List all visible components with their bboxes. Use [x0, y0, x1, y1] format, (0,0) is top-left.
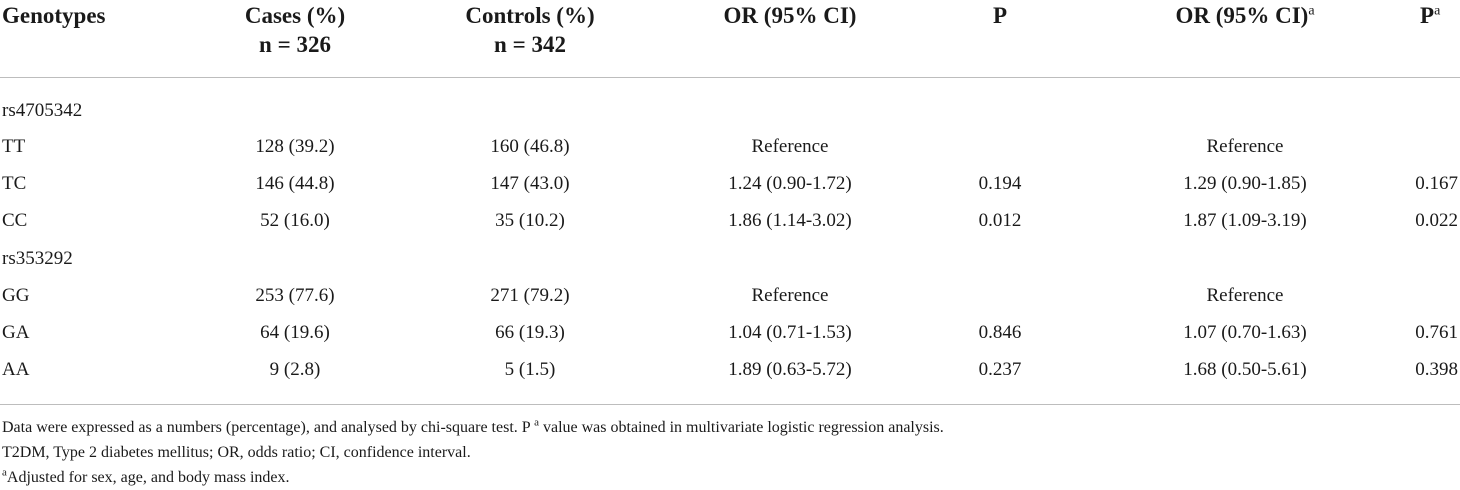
row-or-adjusted: 1.68 (0.50-5.61)	[1183, 359, 1307, 380]
row-cases: 64 (19.6)	[260, 322, 330, 343]
footnote-adjustment-text: Adjusted for sex, age, and body mass ind…	[6, 469, 290, 486]
row-or-adjusted: 1.29 (0.90-1.85)	[1183, 173, 1307, 194]
footnote-methods: Data were expressed as a numbers (percen…	[2, 416, 944, 438]
footnote-adjustment-sup: a	[2, 466, 7, 479]
row-genotype: TC	[2, 173, 27, 194]
row-genotype: AA	[2, 359, 30, 380]
footnote-adjustment: aAdjusted for sex, age, and body mass in…	[2, 466, 290, 488]
header-cases-label: Cases (%)	[244, 3, 346, 28]
footnote-methods-text-2: value was obtained in multivariate logis…	[542, 419, 944, 436]
row-genotype: GA	[2, 322, 30, 343]
header-cases: Cases (%) n = 326	[195, 1, 395, 59]
header-p: P	[992, 3, 1008, 28]
row-controls: 35 (10.2)	[495, 210, 565, 231]
row-or: 1.04 (0.71-1.53)	[728, 322, 852, 343]
header-cases-n: n = 326	[259, 32, 331, 57]
row-controls: 147 (43.0)	[490, 173, 570, 194]
row-or: Reference	[751, 285, 829, 306]
row-or-adjusted: 1.07 (0.70-1.63)	[1183, 322, 1307, 343]
row-controls: 271 (79.2)	[490, 285, 570, 306]
row-cases: 146 (44.8)	[255, 173, 335, 194]
row-p-adjusted: 0.761	[1415, 322, 1458, 343]
row-p-adjusted: 0.022	[1415, 210, 1458, 231]
row-or: 1.24 (0.90-1.72)	[728, 173, 852, 194]
row-controls: 5 (1.5)	[504, 359, 556, 380]
header-controls: Controls (%) n = 342	[400, 1, 660, 59]
row-p-adjusted: 0.398	[1415, 359, 1458, 380]
header-or: OR (95% CI)	[723, 3, 857, 28]
row-or: 1.86 (1.14-3.02)	[728, 210, 852, 231]
footer-rule	[0, 404, 1460, 405]
row-p-adjusted: 0.167	[1415, 173, 1458, 194]
header-or-adjusted: OR (95% CI)a	[1175, 3, 1315, 28]
group-label: rs4705342	[2, 100, 83, 121]
row-or: 1.89 (0.63-5.72)	[728, 359, 852, 380]
row-p: 0.237	[978, 359, 1022, 380]
header-genotypes: Genotypes	[2, 3, 106, 28]
row-controls: 66 (19.3)	[495, 322, 565, 343]
header-p-adjusted-sup: a	[1434, 3, 1441, 19]
header-controls-label: Controls (%)	[465, 3, 595, 28]
header-p-adjusted: Pa	[1420, 3, 1441, 28]
row-controls: 160 (46.8)	[490, 136, 570, 157]
row-cases: 9 (2.8)	[269, 359, 321, 380]
group-label: rs353292	[2, 248, 73, 269]
row-or: Reference	[751, 136, 829, 157]
row-or-adjusted: 1.87 (1.09-3.19)	[1183, 210, 1307, 231]
row-cases: 128 (39.2)	[255, 136, 335, 157]
header-controls-n: n = 342	[494, 32, 566, 57]
footnote-methods-sup: a	[534, 416, 539, 429]
footnote-methods-text: Data were expressed as a numbers (percen…	[2, 419, 531, 436]
row-or-adjusted: Reference	[1206, 285, 1284, 306]
row-p: 0.846	[978, 322, 1022, 343]
row-genotype: GG	[2, 285, 30, 306]
row-genotype: CC	[2, 210, 28, 231]
header-rule	[0, 77, 1460, 78]
row-or-adjusted: Reference	[1206, 136, 1284, 157]
row-genotype: TT	[2, 136, 26, 157]
row-cases: 52 (16.0)	[260, 210, 330, 231]
row-cases: 253 (77.6)	[255, 285, 335, 306]
row-p: 0.194	[978, 173, 1022, 194]
footnote-abbreviations: T2DM, Type 2 diabetes mellitus; OR, odds…	[2, 444, 471, 461]
row-p: 0.012	[978, 210, 1022, 231]
header-or-adjusted-sup: a	[1308, 3, 1315, 19]
